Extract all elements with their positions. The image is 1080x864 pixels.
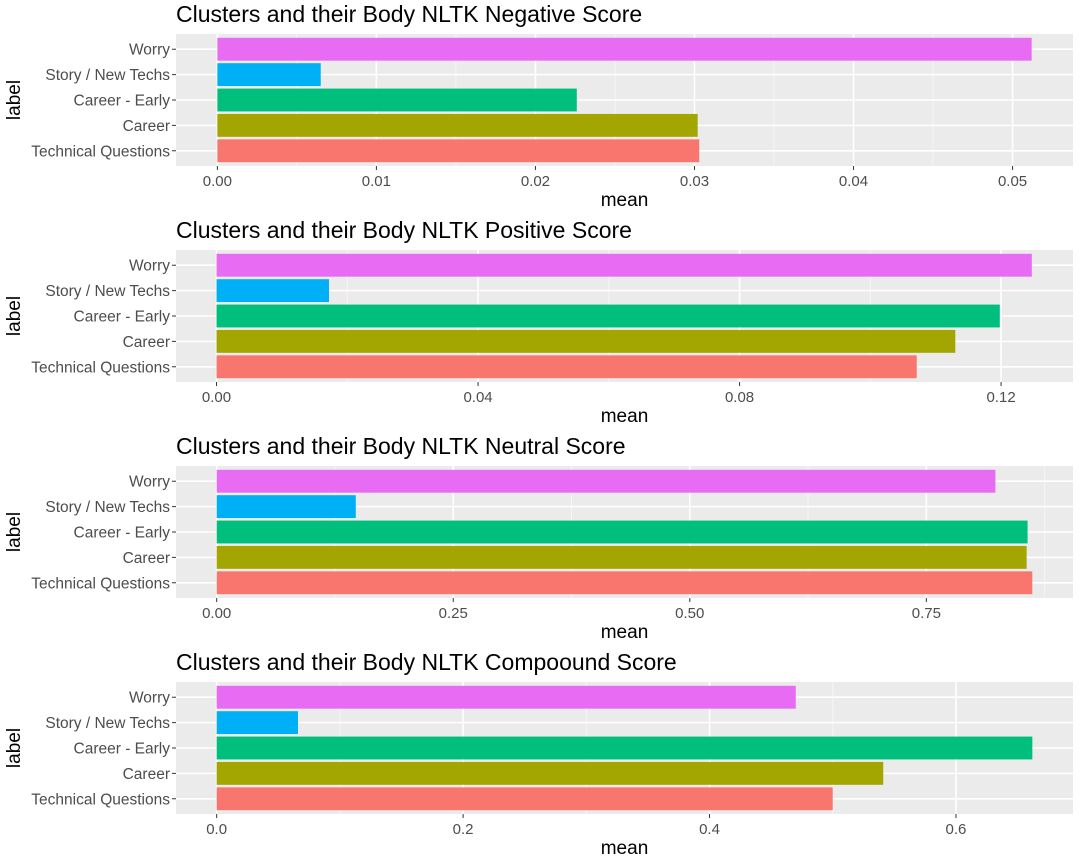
x-tick-label: 0.50 bbox=[675, 605, 704, 622]
bar-career-early bbox=[217, 88, 577, 112]
bar-story-new-techs bbox=[216, 711, 298, 735]
bar-career bbox=[216, 761, 884, 785]
bar-worry bbox=[217, 37, 1032, 61]
chart-2: Clusters and their Body NLTK Positive Sc… bbox=[4, 217, 1073, 427]
category-label: Story / New Techs bbox=[45, 499, 170, 516]
chart-title: Clusters and their Body NLTK Neutral Sco… bbox=[176, 433, 626, 459]
category-label: Career bbox=[123, 334, 170, 351]
category-label: Career bbox=[123, 118, 170, 135]
x-tick-label: 0.03 bbox=[680, 173, 709, 190]
bar-worry bbox=[216, 253, 1032, 277]
category-label: Technical Questions bbox=[31, 791, 170, 808]
category-label: Career - Early bbox=[74, 525, 171, 542]
x-tick-label: 0.00 bbox=[202, 605, 231, 622]
x-tick-label: 0.00 bbox=[203, 173, 232, 190]
bar-story-new-techs bbox=[216, 279, 329, 303]
x-axis-title: mean bbox=[601, 622, 649, 643]
category-label: Technical Questions bbox=[31, 143, 170, 160]
bar-technical-questions bbox=[217, 139, 700, 163]
bar-technical-questions bbox=[216, 571, 1033, 595]
bar-story-new-techs bbox=[216, 495, 356, 519]
bar-career bbox=[216, 545, 1027, 569]
x-tick-label: 0.12 bbox=[986, 389, 1015, 406]
category-label: Career bbox=[123, 550, 170, 567]
x-tick-label: 0.01 bbox=[362, 173, 391, 190]
category-label: Worry bbox=[129, 258, 170, 275]
bar-career bbox=[217, 113, 698, 137]
x-axis-title: mean bbox=[601, 190, 649, 211]
chart-4: Clusters and their Body NLTK Compoound S… bbox=[4, 649, 1073, 859]
bar-worry bbox=[216, 469, 996, 493]
category-label: Story / New Techs bbox=[45, 67, 170, 84]
category-label: Technical Questions bbox=[31, 359, 170, 376]
category-label: Worry bbox=[129, 474, 170, 491]
category-label: Career - Early bbox=[74, 309, 171, 326]
category-label: Story / New Techs bbox=[45, 283, 170, 300]
x-tick-label: 0.08 bbox=[725, 389, 754, 406]
category-label: Worry bbox=[129, 690, 170, 707]
y-axis-title: label bbox=[4, 728, 25, 768]
y-axis-title: label bbox=[4, 80, 25, 120]
x-tick-label: 0.05 bbox=[998, 173, 1027, 190]
chart-title: Clusters and their Body NLTK Positive Sc… bbox=[176, 217, 632, 243]
bar-career-early bbox=[216, 520, 1028, 544]
x-tick-label: 0.25 bbox=[439, 605, 468, 622]
x-tick-label: 0.6 bbox=[946, 821, 967, 838]
chart-title: Clusters and their Body NLTK Compoound S… bbox=[176, 649, 677, 675]
x-tick-label: 0.00 bbox=[202, 389, 231, 406]
bar-story-new-techs bbox=[217, 63, 321, 87]
bar-career bbox=[216, 329, 956, 353]
x-tick-label: 0.4 bbox=[699, 821, 720, 838]
x-tick-label: 0.0 bbox=[206, 821, 227, 838]
x-axis-title: mean bbox=[601, 406, 649, 427]
category-label: Technical Questions bbox=[31, 575, 170, 592]
x-axis-title: mean bbox=[601, 838, 649, 859]
category-label: Worry bbox=[129, 42, 170, 59]
category-label: Story / New Techs bbox=[45, 715, 170, 732]
category-label: Career - Early bbox=[74, 741, 171, 758]
chart-3: Clusters and their Body NLTK Neutral Sco… bbox=[4, 433, 1073, 643]
x-tick-label: 0.2 bbox=[453, 821, 474, 838]
x-tick-label: 0.04 bbox=[839, 173, 868, 190]
x-tick-label: 0.75 bbox=[912, 605, 941, 622]
x-tick-label: 0.02 bbox=[521, 173, 550, 190]
chart-1: Clusters and their Body NLTK Negative Sc… bbox=[4, 1, 1073, 211]
bar-technical-questions bbox=[216, 355, 917, 379]
bar-worry bbox=[216, 685, 796, 709]
bar-career-early bbox=[216, 736, 1033, 760]
category-label: Career - Early bbox=[74, 93, 171, 110]
bar-technical-questions bbox=[216, 787, 833, 811]
chart-title: Clusters and their Body NLTK Negative Sc… bbox=[176, 1, 642, 27]
bar-career-early bbox=[216, 304, 1000, 328]
y-axis-title: label bbox=[4, 296, 25, 336]
category-label: Career bbox=[123, 766, 170, 783]
y-axis-title: label bbox=[4, 512, 25, 552]
x-tick-label: 0.04 bbox=[463, 389, 492, 406]
